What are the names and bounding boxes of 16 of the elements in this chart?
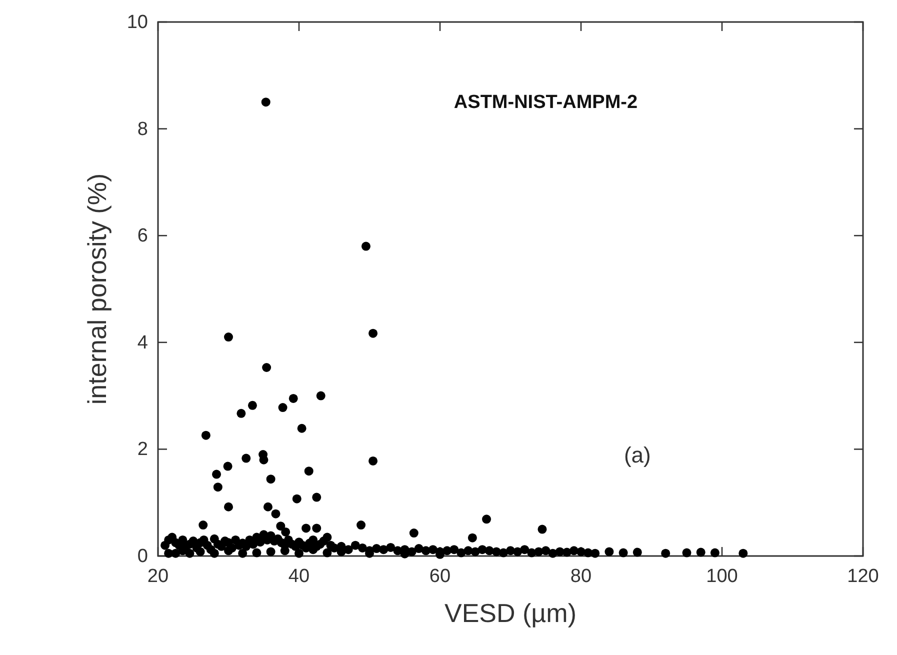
x-tick-label: 40 <box>288 566 310 587</box>
x-tick-label: 80 <box>570 566 592 587</box>
y-tick-label: 6 <box>137 226 148 247</box>
y-tick-label: 8 <box>137 118 148 140</box>
x-axis-title: VESD (µm) <box>444 598 576 628</box>
x-tick-label: 100 <box>706 566 738 587</box>
y-axis-title: internal porosity (%) <box>82 173 112 405</box>
x-tick-label: 20 <box>147 566 169 587</box>
x-tick-label: 60 <box>429 566 451 587</box>
annotation: ASTM-NIST-AMPM-2 <box>454 92 638 114</box>
x-tick-label: 120 <box>847 566 879 587</box>
y-tick-label: 10 <box>126 12 148 33</box>
y-tick-label: 4 <box>137 332 148 354</box>
annotation: (a) <box>624 442 651 468</box>
y-tick-label: 2 <box>137 439 148 460</box>
y-tick-label: 0 <box>137 546 148 567</box>
